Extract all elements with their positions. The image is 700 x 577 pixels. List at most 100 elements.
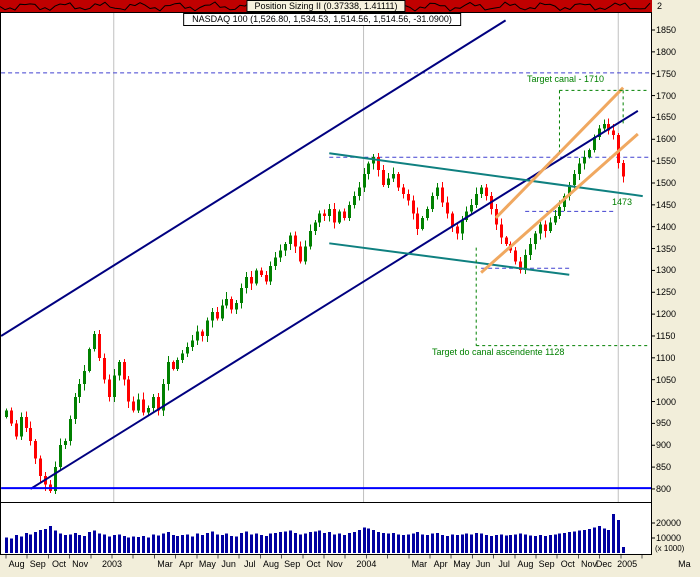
volume-bar (544, 535, 547, 553)
x-axis-label: Jul (498, 559, 510, 569)
candle-body (167, 362, 170, 385)
volume-bar (118, 534, 121, 553)
candle-body (240, 287, 243, 304)
candle-body (416, 213, 419, 229)
candle-body (64, 440, 67, 446)
candle-body (534, 233, 537, 245)
candle-body (294, 235, 297, 247)
volume-bar (265, 535, 268, 553)
candlestick-series (5, 118, 625, 494)
candle-body (211, 311, 214, 321)
volume-bar (372, 529, 375, 553)
candle-body (34, 440, 37, 459)
volume-bar (353, 532, 356, 553)
x-axis-label: 2003 (101, 559, 123, 569)
candle-body (583, 156, 586, 164)
y-axis-label: 1300 (656, 265, 677, 276)
candle-body (142, 399, 145, 413)
volume-bar (333, 534, 336, 553)
y-axis-label: 1000 (656, 396, 677, 407)
y-axis-label: 1400 (656, 221, 677, 232)
candle-body (514, 250, 517, 262)
y-axis-label: 1050 (656, 374, 677, 385)
candle-body (426, 209, 429, 218)
volume-bar (358, 529, 361, 553)
volume-bar (622, 547, 625, 553)
volume-bar (323, 532, 326, 553)
volume-bar (461, 534, 464, 553)
x-axis-label: Aug (262, 559, 280, 569)
volume-bar (147, 537, 150, 553)
annotation-target-canal-1710: Target canal - 1710 (527, 74, 605, 84)
candle-body (304, 246, 307, 262)
candle-body (363, 174, 366, 188)
candle-body (402, 187, 405, 194)
candle-body (225, 298, 228, 306)
volume-bar (211, 531, 214, 553)
candle-body (431, 196, 434, 210)
volume-bar (573, 531, 576, 553)
candle-body (505, 237, 508, 245)
y-axis-label: 1450 (656, 199, 677, 210)
volume-bar (338, 533, 341, 553)
candle-body (485, 187, 488, 197)
volume-bar (279, 532, 282, 553)
candle-body (172, 362, 175, 369)
steep-channel-lower (480, 132, 639, 274)
volume-bar (34, 532, 37, 553)
y-axis-label: 1700 (656, 90, 677, 101)
candle-body (588, 150, 591, 157)
candle-body (176, 360, 179, 369)
volume-bar (348, 532, 351, 553)
price-pane[interactable] (0, 12, 652, 503)
candle-body (338, 211, 341, 223)
x-axis-label: Nov (72, 559, 89, 569)
candle-body (568, 185, 571, 197)
volume-bar (475, 532, 478, 553)
volume-bar (387, 533, 390, 553)
volume-bar (367, 528, 370, 553)
candle-body (20, 416, 23, 437)
volume-axis-label: 20000 (656, 518, 682, 528)
volume-bar (93, 530, 96, 553)
descending-channel-lower (329, 242, 570, 276)
volume-bar (436, 532, 439, 553)
volume-bar (152, 534, 155, 553)
volume-bar (59, 533, 62, 553)
annotation-target-ascendente-1128: Target do canal ascendente 1128 (432, 347, 565, 357)
candle-body (456, 226, 459, 234)
x-axis-label: May (198, 559, 216, 569)
volume-bar (123, 535, 126, 553)
candle-body (206, 320, 209, 336)
candle-body (328, 209, 331, 216)
volume-bar (402, 535, 405, 553)
candle-body (83, 370, 86, 385)
volume-bar (20, 536, 23, 553)
candle-body (617, 134, 620, 163)
candle-body (118, 362, 121, 376)
candle-body (421, 217, 424, 229)
volume-bar (137, 536, 140, 553)
x-axis-label: Nov (326, 559, 343, 569)
volume-bar (539, 535, 542, 553)
volume-bar (172, 535, 175, 553)
volume-bar (431, 533, 434, 553)
volume-bar (500, 534, 503, 553)
volume-bar (284, 531, 287, 553)
volume-bar (509, 535, 512, 553)
volume-bar (98, 533, 101, 553)
volume-bar (201, 535, 204, 553)
volume-bar (167, 532, 170, 553)
volume-bar (529, 535, 532, 553)
volume-bar (309, 532, 312, 553)
y-axis-label: 1800 (656, 46, 677, 57)
ascending-channel-upper (1, 19, 507, 337)
candle-body (451, 213, 454, 227)
x-axis-label: 2005 (617, 559, 638, 569)
volume-bar (255, 533, 258, 553)
volume-bar (196, 533, 199, 553)
candle-body (186, 346, 189, 354)
volume-bar (39, 529, 42, 553)
